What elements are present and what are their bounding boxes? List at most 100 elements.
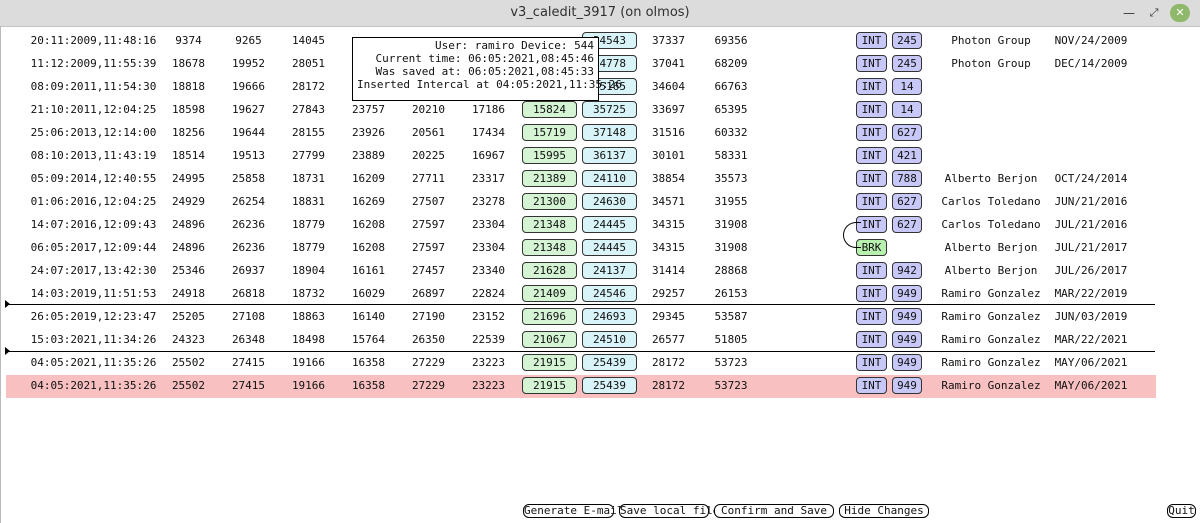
cell-i: 31516 xyxy=(651,126,686,139)
table-row[interactable]: 15:03:2021,11:34:26 24323 26348 18498 15764 2… xyxy=(6,329,1156,352)
cell-h[interactable]: 36137 xyxy=(582,147,637,164)
cell-num[interactable]: 949 xyxy=(892,285,922,302)
cell-date: NOV/24/2009 xyxy=(1054,34,1128,47)
cell-h[interactable]: 24510 xyxy=(582,331,637,348)
cell-g[interactable]: 21348 xyxy=(522,216,577,233)
table-row[interactable]: 14:03:2019,11:51:53 24918 26818 18732 16029 2… xyxy=(6,283,1156,306)
cell-type[interactable]: INT xyxy=(856,32,887,49)
cell-h[interactable]: 24137 xyxy=(582,262,637,279)
cell-d: 16209 xyxy=(351,172,386,185)
cell-type[interactable]: INT xyxy=(856,285,887,302)
cell-f: 23223 xyxy=(471,379,506,392)
cell-num[interactable]: 14 xyxy=(892,101,922,118)
cell-a: 18818 xyxy=(171,80,206,93)
cell-ts: 14:07:2016,12:09:43 xyxy=(30,218,157,231)
cell-date: MAR/22/2019 xyxy=(1054,287,1128,300)
separator-line xyxy=(5,304,1155,305)
cell-type[interactable]: INT xyxy=(856,78,887,95)
maximize-icon[interactable]: ⤢ xyxy=(1149,6,1159,19)
cell-f: 16967 xyxy=(471,149,506,162)
generate-email-button[interactable]: Generate E-mail xyxy=(523,504,624,518)
cell-g[interactable]: 21409 xyxy=(522,285,577,302)
table-row[interactable]: 04:05:2021,11:35:26 25502 27415 19166 16358 2… xyxy=(6,352,1156,375)
cell-type[interactable]: INT xyxy=(856,331,887,348)
cell-g[interactable]: 15995 xyxy=(522,147,577,164)
cell-g[interactable]: 21348 xyxy=(522,239,577,256)
cell-type[interactable]: INT xyxy=(856,308,887,325)
cell-h[interactable]: 25439 xyxy=(582,377,637,394)
cell-a: 25346 xyxy=(171,264,206,277)
cell-num[interactable]: 627 xyxy=(892,124,922,141)
cell-type[interactable]: INT xyxy=(856,216,887,233)
table-row[interactable]: 24:07:2017,13:42:30 25346 26937 18904 16161 2… xyxy=(6,260,1156,283)
cell-name: Carlos Toledano xyxy=(941,218,1041,231)
table-row[interactable]: 01:06:2016,12:04:25 24929 26254 18831 16269 2… xyxy=(6,191,1156,214)
cell-f: 23152 xyxy=(471,310,506,323)
cell-num[interactable]: 421 xyxy=(892,147,922,164)
cell-g[interactable]: 21696 xyxy=(522,308,577,325)
cell-type[interactable]: INT xyxy=(856,354,887,371)
cell-h[interactable]: 37148 xyxy=(582,124,637,141)
cell-num[interactable]: 245 xyxy=(892,55,922,72)
cell-h[interactable]: 35725 xyxy=(582,101,637,118)
cell-num[interactable]: 788 xyxy=(892,170,922,187)
cell-num[interactable]: 949 xyxy=(892,377,922,394)
table-row-highlighted[interactable]: 04:05:2021,11:35:26 25502 27415 19166 16358 2… xyxy=(6,375,1156,398)
cell-type[interactable]: INT xyxy=(856,170,887,187)
cell-g[interactable]: 21389 xyxy=(522,170,577,187)
cell-h[interactable]: 25439 xyxy=(582,354,637,371)
cell-h[interactable]: 24110 xyxy=(582,170,637,187)
cell-num[interactable]: 14 xyxy=(892,78,922,95)
cell-type[interactable]: INT xyxy=(856,101,887,118)
cell-i: 37337 xyxy=(651,34,686,47)
cell-i: 31414 xyxy=(651,264,686,277)
cell-h[interactable]: 24546 xyxy=(582,285,637,302)
cell-num[interactable]: 627 xyxy=(892,193,922,210)
cell-ts: 08:10:2013,11:43:19 xyxy=(30,149,157,162)
cell-g[interactable]: 15719 xyxy=(522,124,577,141)
cell-num[interactable]: 627 xyxy=(892,216,922,233)
cell-num[interactable]: 949 xyxy=(892,354,922,371)
cell-type[interactable]: INT xyxy=(856,193,887,210)
table-row[interactable]: 20:11:2009,11:48:16 9374 9265 14045 24543 373… xyxy=(6,30,1156,53)
cell-i: 38854 xyxy=(651,172,686,185)
save-local-file-button[interactable]: Save local file xyxy=(619,504,720,518)
cell-h[interactable]: 24445 xyxy=(582,239,637,256)
table-row[interactable]: 11:12:2009,11:55:39 18678 19952 28051 24778 3… xyxy=(6,53,1156,76)
cell-g[interactable]: 21300 xyxy=(522,193,577,210)
cell-num[interactable]: 942 xyxy=(892,262,922,279)
cell-j: 51805 xyxy=(714,333,748,346)
table-row[interactable]: 06:05:2017,12:09:44 24896 26236 18779 16208 2… xyxy=(6,237,1156,260)
cell-g[interactable]: 21628 xyxy=(522,262,577,279)
table-row[interactable]: 14:07:2016,12:09:43 24896 26236 18779 16208 2… xyxy=(6,214,1156,237)
table-row[interactable]: 08:10:2013,11:43:19 18514 19513 27799 23889 2… xyxy=(6,145,1156,168)
cell-g[interactable]: 21067 xyxy=(522,331,577,348)
cell-h[interactable]: 24693 xyxy=(582,308,637,325)
confirm-and-save-button[interactable]: Confirm and Save xyxy=(714,504,834,518)
table-row[interactable]: 05:09:2014,12:40:55 24995 25858 18731 16209 2… xyxy=(6,168,1156,191)
cell-num[interactable]: 949 xyxy=(892,308,922,325)
cell-h[interactable]: 24445 xyxy=(582,216,637,233)
cell-type[interactable]: BRK xyxy=(856,239,887,256)
table-row[interactable]: 25:06:2013,12:14:00 18256 19644 28155 23926 2… xyxy=(6,122,1156,145)
table-row[interactable]: 26:05:2019,12:23:47 25205 27108 18863 16140 2… xyxy=(6,306,1156,329)
cell-g[interactable]: 21915 xyxy=(522,377,577,394)
cell-g[interactable]: 21915 xyxy=(522,354,577,371)
cell-type[interactable]: INT xyxy=(856,55,887,72)
cell-type[interactable]: INT xyxy=(856,377,887,394)
minimize-icon[interactable]: — xyxy=(1123,6,1135,20)
cell-a: 24896 xyxy=(171,241,206,254)
hide-changes-button[interactable]: Hide Changes xyxy=(839,504,929,518)
cell-num[interactable]: 245 xyxy=(892,32,922,49)
quit-button[interactable]: Quit xyxy=(1167,504,1196,518)
cell-num[interactable]: 949 xyxy=(892,331,922,348)
cell-date: DEC/14/2009 xyxy=(1054,57,1128,70)
cell-type[interactable]: INT xyxy=(856,262,887,279)
cell-ts: 14:03:2019,11:51:53 xyxy=(30,287,157,300)
table-row[interactable]: 21:10:2011,12:04:25 18598 19627 27843 23757 2… xyxy=(6,99,1156,122)
cell-g[interactable]: 15824 xyxy=(522,101,577,118)
cell-h[interactable]: 24630 xyxy=(582,193,637,210)
cell-type[interactable]: INT xyxy=(856,147,887,164)
cell-type[interactable]: INT xyxy=(856,124,887,141)
close-icon[interactable]: ✕ xyxy=(1170,4,1190,22)
